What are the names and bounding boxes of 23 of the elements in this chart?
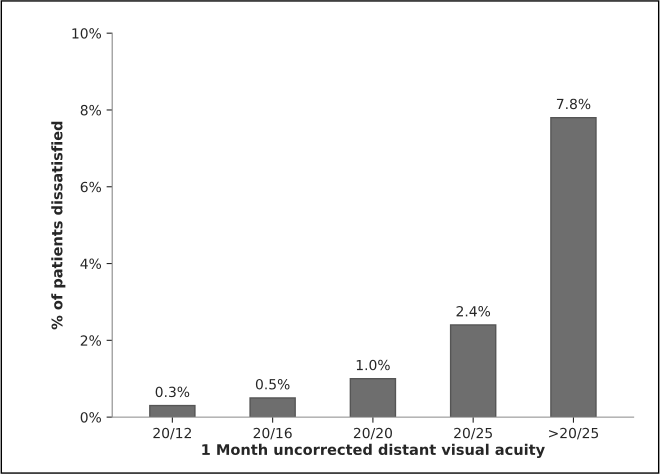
data-label: 7.8% <box>556 98 590 110</box>
data-label: 2.4% <box>456 306 490 317</box>
y-tick-label: 2% <box>80 335 102 346</box>
x-tick-label: 20/25 <box>454 428 492 440</box>
x-tick-label: 20/12 <box>153 428 191 440</box>
y-axis-title: % of patients dissatisfied <box>51 122 66 330</box>
x-tick-label: 20/16 <box>254 428 292 440</box>
bar <box>550 116 597 418</box>
data-label: 0.5% <box>256 378 290 390</box>
y-tick-label: 6% <box>80 182 102 192</box>
y-tick-label: 4% <box>80 258 102 270</box>
x-tick-label: >20/25 <box>549 428 598 440</box>
data-label: 0.3% <box>156 386 190 398</box>
y-tick-label: 0% <box>80 412 102 423</box>
bar <box>450 324 496 418</box>
data-label: 1.0% <box>356 360 390 370</box>
bar <box>149 404 196 418</box>
y-tick-label: 8% <box>80 104 102 116</box>
bar <box>350 378 396 418</box>
x-tick-label: 20/20 <box>354 428 392 440</box>
x-axis-title: 1 Month uncorrected distant visual acuity <box>202 444 545 458</box>
y-tick-label: 10% <box>72 28 102 39</box>
bar <box>249 397 296 418</box>
